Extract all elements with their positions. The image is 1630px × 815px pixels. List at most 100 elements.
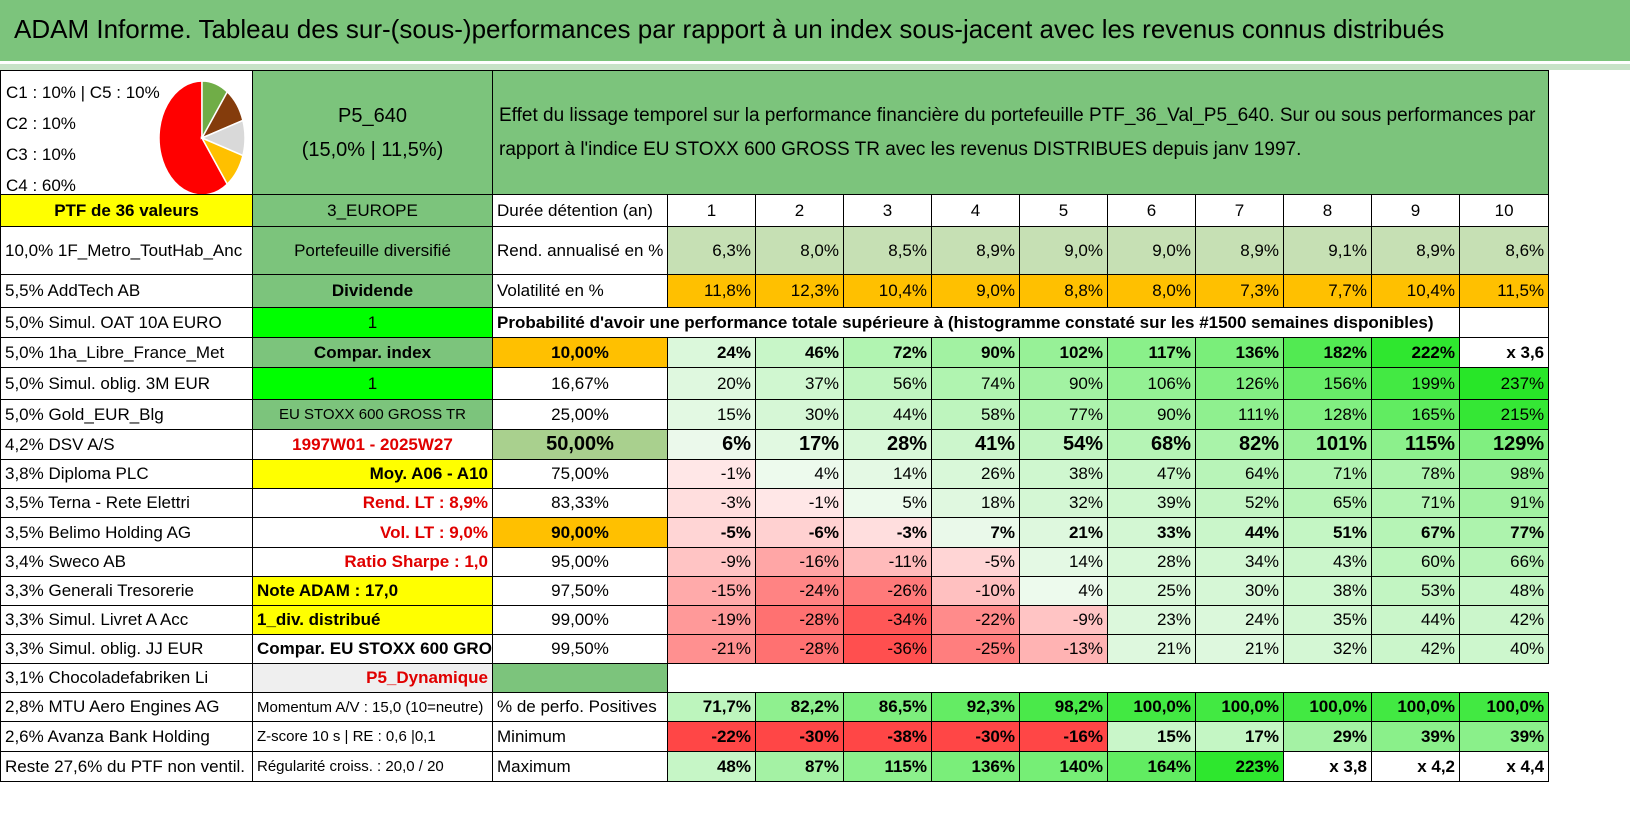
pie-slice-c4 — [158, 80, 229, 194]
probability-value: 90% — [1019, 367, 1108, 400]
holding-row-label: 3,8% Diploma PLC — [0, 459, 253, 489]
rend-value: 8,9% — [931, 226, 1020, 275]
year-header: 2 — [755, 194, 844, 227]
year-header: 3 — [843, 194, 932, 227]
holding-row-label: 3,3% Generali Tresorerie — [0, 576, 253, 606]
info-cell: P5_Dynamique — [252, 663, 493, 693]
probability-value: 58% — [931, 399, 1020, 430]
empty-cell — [492, 663, 668, 693]
min-value: -30% — [755, 721, 844, 752]
info-cell: 1997W01 - 2025W27 — [252, 429, 493, 460]
vol-value: 11,5% — [1458, 274, 1550, 308]
portfolio-rates: (15,0% | 11,5%) — [301, 138, 444, 161]
probability-value: 101% — [1283, 429, 1372, 460]
info-cell: Note ADAM : 17,0 — [252, 576, 493, 606]
max-value: 140% — [1019, 751, 1108, 782]
info-cell: Portefeuille diversifié — [252, 226, 493, 275]
pos-value: 100,0% — [1371, 692, 1460, 722]
probability-value: 102% — [1019, 337, 1108, 368]
probability-value: 6% — [667, 429, 756, 460]
table-row: 5,0% 1ha_Libre_France_Met Compar. index 10… — [0, 337, 1550, 368]
probability-value: 47% — [1107, 459, 1196, 489]
vol-value: 8,0% — [1107, 274, 1196, 308]
holding-row-label: 3,3% Simul. oblig. JJ EUR — [0, 634, 253, 664]
probability-value: -34% — [843, 605, 932, 635]
holding-row-label: 2,8% MTU Aero Engines AG — [0, 692, 253, 722]
region-label: 3_EUROPE — [252, 194, 493, 227]
max-value: x 3,8 — [1283, 751, 1372, 782]
probability-value: 44% — [1371, 605, 1460, 635]
probability-value: 117% — [1107, 337, 1196, 368]
probability-value: 40% — [1458, 634, 1550, 664]
probability-value: 25% — [1107, 576, 1196, 606]
rend-value: 8,6% — [1458, 226, 1550, 275]
probability-level: 99,50% — [492, 634, 668, 664]
pos-value: 71,7% — [667, 692, 756, 722]
table-row: 10,0% 1F_Metro_ToutHab_Anc Portefeuille d… — [0, 226, 1550, 275]
min-value: 29% — [1283, 721, 1372, 752]
probability-value: 39% — [1107, 488, 1196, 518]
empty-cell — [1458, 307, 1550, 338]
probability-value: -3% — [843, 517, 932, 548]
pos-value: 100,0% — [1458, 692, 1550, 722]
rend-value: 9,1% — [1283, 226, 1372, 275]
pos-value: 100,0% — [1283, 692, 1372, 722]
table-row: 3,3% Simul. Livret A Acc 1_div. distribué… — [0, 605, 1550, 635]
probability-value: -9% — [1019, 605, 1108, 635]
probability-value: 129% — [1458, 429, 1550, 460]
probability-value: 32% — [1019, 488, 1108, 518]
probability-value: 98% — [1458, 459, 1550, 489]
holding-row-label: 4,2% DSV A/S — [0, 429, 253, 460]
table-row: 5,0% Simul. oblig. 3M EUR 1 16,67% 20% 37% 56… — [0, 367, 1550, 400]
info-cell: Rend. LT : 8,9% — [252, 488, 493, 518]
table-row: 2,6% Avanza Bank Holding Z-score 10 s | R… — [0, 721, 1550, 752]
info-cell: Dividende — [252, 274, 493, 308]
holding-row-label: 3,5% Terna - Rete Elettri — [0, 488, 253, 518]
info-cell: Vol. LT : 9,0% — [252, 517, 493, 548]
probability-value: -36% — [843, 634, 932, 664]
probability-value: 156% — [1283, 367, 1372, 400]
probability-value: 90% — [931, 337, 1020, 368]
probability-value: 32% — [1283, 634, 1372, 664]
probability-value: 4% — [755, 459, 844, 489]
probability-value: 56% — [843, 367, 932, 400]
composition-legend: C1 : 10% | C5 : 10% C2 : 10% C3 : 10% C4 : … — [6, 77, 160, 194]
probability-value: 106% — [1107, 367, 1196, 400]
max-value: 136% — [931, 751, 1020, 782]
probability-value: 21% — [1107, 634, 1196, 664]
probability-value: 72% — [843, 337, 932, 368]
table-row: 2,8% MTU Aero Engines AG Momentum A/V : 1… — [0, 692, 1550, 722]
probability-level: 10,00% — [492, 337, 668, 368]
empty-cell — [668, 664, 1549, 693]
table-row: 3,4% Sweco AB Ratio Sharpe : 1,0 95,00% -9%… — [0, 547, 1550, 577]
vol-value: 10,4% — [1371, 274, 1460, 308]
year-header: 8 — [1283, 194, 1372, 227]
ptf-label: PTF de 36 valeurs — [0, 194, 253, 227]
probability-value: -16% — [755, 547, 844, 577]
holding-row-label: 5,0% Gold_EUR_Blg — [0, 399, 253, 430]
description-header: Effet du lissage temporel sur la perform… — [491, 70, 1550, 195]
max-value: x 4,2 — [1371, 751, 1460, 782]
info-cell: Compar. EU STOXX 600 GROSS TR — [252, 634, 493, 664]
probability-value: -1% — [667, 459, 756, 489]
rend-label: Rend. annualisé en % — [492, 226, 668, 275]
rend-value: 8,0% — [755, 226, 844, 275]
probability-value: -24% — [755, 576, 844, 606]
table-row: 5,0% Simul. OAT 10A EURO 1 Probabilité d'a… — [0, 307, 1550, 338]
table-row: 3,3% Simul. oblig. JJ EUR Compar. EU STOX… — [0, 634, 1550, 664]
holding-row-label: 3,3% Simul. Livret A Acc — [0, 605, 253, 635]
holding-row-label: 10,0% 1F_Metro_ToutHab_Anc — [0, 226, 253, 275]
portfolio-code-cell: P5_640 (15,0% | 11,5%) — [252, 70, 493, 195]
min-value: -30% — [931, 721, 1020, 752]
vol-value: 11,8% — [667, 274, 756, 308]
info-cell: 1_div. distribué — [252, 605, 493, 635]
probability-level: 83,33% — [492, 488, 668, 518]
probability-value: 20% — [667, 367, 756, 400]
probability-value: -26% — [843, 576, 932, 606]
pos-value: 86,5% — [843, 692, 932, 722]
holding-row-label: 3,4% Sweco AB — [0, 547, 253, 577]
rend-value: 9,0% — [1107, 226, 1196, 275]
title-bar: ADAM Informe. Tableau des sur-(sous-)per… — [0, 0, 1630, 64]
info-cell: 1 — [252, 307, 493, 338]
